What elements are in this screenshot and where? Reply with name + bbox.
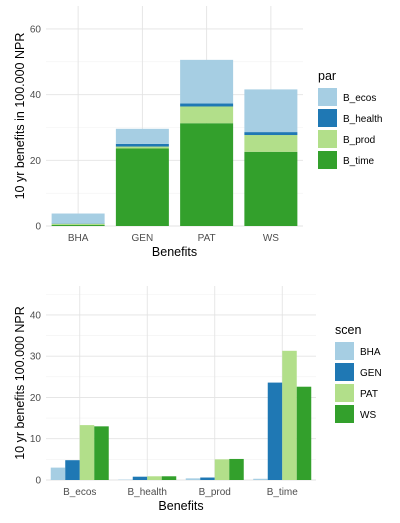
bar-bha	[185, 478, 201, 480]
y-tick-label: 10	[30, 434, 42, 445]
y-tick-label: 60	[30, 24, 42, 35]
legend-label: GEN	[360, 368, 382, 379]
bar-ws	[229, 458, 244, 480]
bar-segment-b-prod	[244, 135, 298, 152]
bar-segment-b-health	[115, 143, 169, 147]
y-tick-label: 40	[30, 310, 42, 321]
bar-pat	[79, 425, 95, 480]
x-tick-label: PAT	[198, 233, 216, 244]
legend-label: PAT	[360, 389, 378, 400]
x-tick-label: B_time	[267, 487, 299, 498]
y-tick-label: 40	[30, 90, 42, 101]
bar-gen	[132, 476, 148, 480]
bar-ws	[296, 386, 312, 480]
y-tick-label: 0	[35, 222, 41, 233]
x-tick-label: B_ecos	[63, 487, 96, 498]
bar-segment-b-time	[180, 123, 234, 226]
legend-key-ws	[335, 405, 354, 423]
x-tick-label: BHA	[68, 233, 89, 244]
bar-bha	[253, 478, 268, 480]
bar-segment-b-ecos	[115, 128, 169, 144]
bar-segment-b-ecos	[51, 213, 105, 224]
y-tick-label: 20	[30, 156, 42, 167]
bar-pat	[282, 350, 297, 480]
bar-segment-b-prod	[51, 223, 105, 226]
y-tick-label: 30	[30, 352, 42, 363]
legend-key-b-time	[318, 151, 337, 169]
x-tick-label: B_prod	[199, 487, 231, 498]
legend-label: B_prod	[343, 135, 375, 146]
x-tick-label: WS	[263, 233, 279, 244]
legend-label: WS	[360, 410, 376, 421]
y-tick-label: 20	[30, 393, 42, 404]
legend-key-b-prod	[318, 130, 337, 148]
legend-key-bha	[335, 342, 354, 360]
y-tick-label: 0	[35, 476, 41, 487]
bar-segment-b-time	[244, 151, 298, 226]
legend-label: B_ecos	[343, 93, 376, 104]
bar-gen	[200, 477, 215, 480]
y-axis-title: 10 yr benefits in 100.000 NPR	[13, 33, 27, 200]
legend-label: B_time	[343, 156, 375, 167]
bar-segment-b-time	[51, 225, 105, 226]
bar-segment-b-ecos	[244, 89, 298, 133]
x-axis-title: Benefits	[158, 499, 203, 513]
bar-segment-b-time	[115, 148, 169, 226]
legend-label: BHA	[360, 347, 381, 358]
legend-key-b-health	[318, 109, 337, 127]
bar-pat	[147, 476, 162, 480]
bar-segment-b-prod	[180, 106, 234, 124]
bar-ws	[161, 476, 177, 480]
bar-segment-b-health	[244, 132, 298, 136]
bar-gen	[65, 460, 80, 480]
legend-title: par	[318, 69, 336, 83]
legend-key-gen	[335, 363, 354, 381]
bar-bha	[50, 467, 66, 480]
y-axis-title: 10 yr benefits 100.000 NPR	[13, 306, 27, 460]
bar-gen	[267, 382, 283, 480]
x-tick-label: GEN	[132, 233, 154, 244]
bar-pat	[214, 459, 230, 480]
bar-segment-b-prod	[115, 146, 169, 149]
legend-key-b-ecos	[318, 88, 337, 106]
bar-ws	[94, 426, 109, 480]
bar-segment-b-health	[180, 103, 234, 107]
legend-label: B_health	[343, 114, 382, 125]
x-tick-label: B_health	[128, 487, 167, 498]
bar-segment-b-ecos	[180, 59, 234, 104]
x-axis-title: Benefits	[152, 245, 197, 259]
legend-key-pat	[335, 384, 354, 402]
legend-title: scen	[335, 323, 361, 337]
